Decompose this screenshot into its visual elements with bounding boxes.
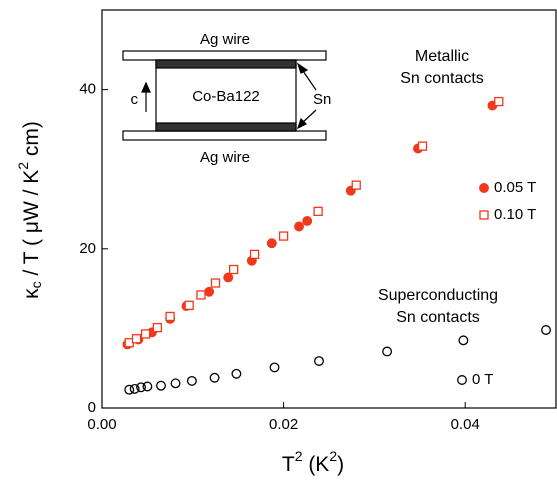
wire bbox=[122, 50, 327, 61]
marker bbox=[458, 335, 469, 346]
label-part: ) bbox=[337, 453, 344, 476]
legend-label: 0.10 T bbox=[494, 206, 536, 223]
y-tick-label: 20 bbox=[79, 240, 96, 257]
marker bbox=[313, 206, 323, 217]
legend-marker bbox=[457, 375, 467, 385]
label-part: / T ( μW / K bbox=[20, 170, 43, 282]
x-tick-label: 0.02 bbox=[269, 416, 298, 433]
marker bbox=[314, 356, 324, 366]
arrowhead bbox=[296, 117, 308, 130]
marker bbox=[142, 381, 153, 392]
wire bbox=[122, 130, 327, 141]
marker bbox=[249, 249, 260, 260]
marker bbox=[140, 329, 151, 339]
marker bbox=[131, 334, 142, 344]
marker bbox=[269, 362, 280, 373]
marker bbox=[351, 180, 361, 190]
marker bbox=[170, 378, 181, 389]
inset-label: Ag wire bbox=[200, 31, 250, 48]
marker bbox=[204, 286, 215, 297]
marker bbox=[382, 346, 393, 357]
marker bbox=[278, 231, 289, 241]
x-tick-label: 0.00 bbox=[87, 416, 116, 433]
annotation: Metallic bbox=[415, 48, 469, 65]
marker bbox=[165, 311, 175, 322]
label-part: T bbox=[282, 453, 295, 476]
arrowhead bbox=[141, 81, 151, 93]
marker bbox=[186, 375, 197, 386]
y-tick-label: 40 bbox=[79, 81, 96, 98]
marker bbox=[156, 380, 166, 391]
inset-label: Ag wire bbox=[200, 149, 250, 166]
annotation: Superconducting bbox=[378, 287, 498, 304]
label-part: (K bbox=[302, 453, 329, 476]
inset-label: c bbox=[131, 91, 139, 108]
contact bbox=[155, 59, 297, 69]
marker bbox=[129, 383, 140, 394]
contact bbox=[155, 122, 297, 132]
label-part: κ bbox=[20, 288, 43, 299]
marker bbox=[209, 372, 220, 383]
legend-marker bbox=[479, 183, 489, 193]
label-part: 2 bbox=[295, 448, 303, 464]
marker bbox=[229, 264, 239, 275]
xlabel_parts: T2 (K2) bbox=[282, 448, 344, 476]
sample-box bbox=[155, 59, 297, 132]
inset bbox=[122, 50, 327, 141]
legend-label: 0 T bbox=[472, 371, 493, 388]
marker bbox=[294, 221, 304, 232]
marker bbox=[231, 368, 242, 379]
label-part: cm) bbox=[20, 121, 43, 162]
label-part: 2 bbox=[15, 162, 31, 170]
marker bbox=[196, 290, 206, 300]
label-part: 2 bbox=[329, 448, 337, 464]
inset-label: Sn bbox=[313, 91, 331, 108]
marker bbox=[184, 300, 194, 310]
marker bbox=[152, 322, 163, 333]
ylabel_parts: κc / T ( μW / K2 cm) bbox=[15, 121, 44, 299]
marker bbox=[136, 382, 146, 393]
annotation: Sn contacts bbox=[396, 309, 480, 326]
annotation: Sn contacts bbox=[400, 70, 484, 87]
legend-label: 0.05 T bbox=[494, 179, 536, 196]
legend-marker bbox=[479, 210, 489, 220]
marker bbox=[417, 141, 428, 151]
marker bbox=[223, 272, 234, 283]
marker bbox=[210, 278, 221, 288]
plot-frame bbox=[101, 9, 557, 409]
y-tick-label: 0 bbox=[88, 399, 96, 416]
label-part: c bbox=[28, 281, 44, 288]
arrowhead bbox=[296, 62, 309, 74]
marker bbox=[494, 96, 504, 107]
x-tick-label: 0.04 bbox=[451, 416, 480, 433]
marker bbox=[302, 215, 313, 226]
marker bbox=[266, 238, 277, 249]
marker bbox=[124, 384, 135, 395]
inset-label: Co-Ba122 bbox=[192, 88, 260, 105]
marker bbox=[541, 325, 551, 335]
